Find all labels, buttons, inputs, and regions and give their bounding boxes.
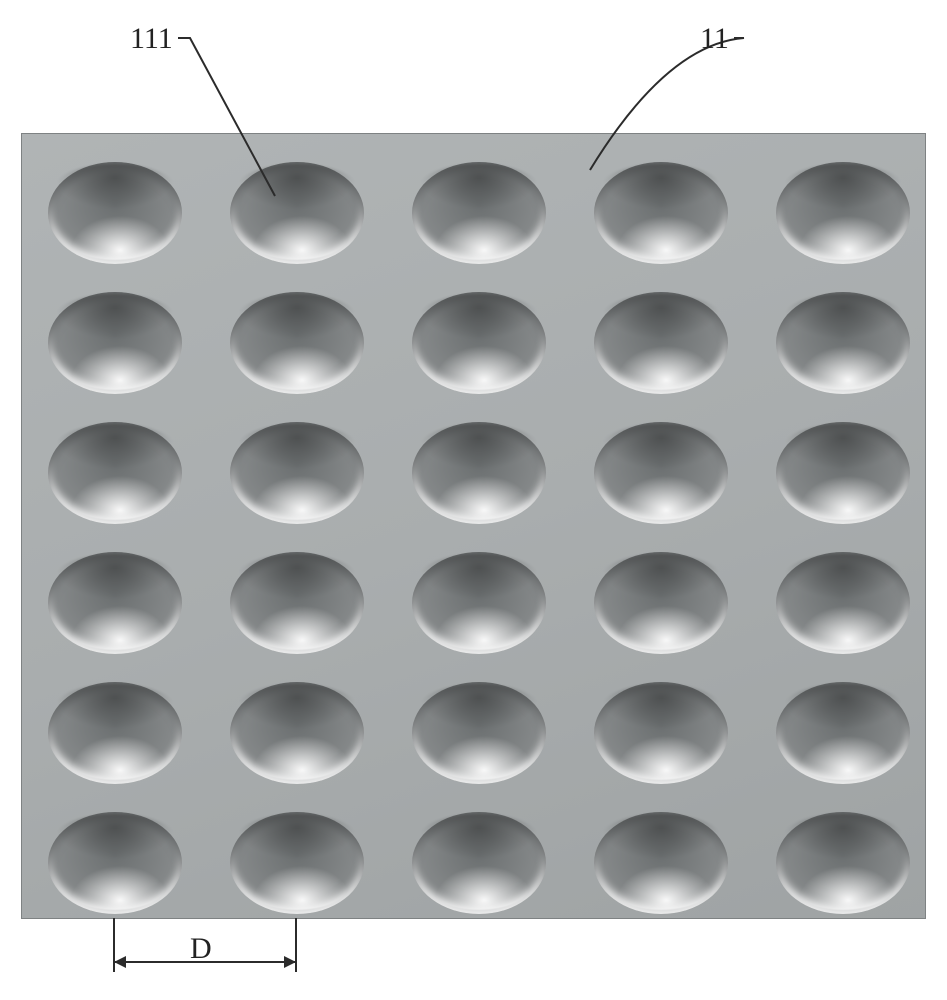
microwell (48, 552, 182, 654)
microwell (48, 162, 182, 264)
microwell (412, 422, 546, 524)
microwell (48, 422, 182, 524)
plate-surface (21, 133, 926, 919)
microwell (594, 162, 728, 264)
dimension-label-D: D (190, 932, 212, 966)
microwell (412, 162, 546, 264)
microwell (776, 422, 910, 524)
callout-label-111: 111 (130, 24, 173, 54)
microwell (48, 292, 182, 394)
microwell (230, 422, 364, 524)
microwell (48, 682, 182, 784)
microwell (776, 812, 910, 914)
microwell (230, 812, 364, 914)
microwell (594, 552, 728, 654)
microwell (230, 292, 364, 394)
microwell (594, 682, 728, 784)
microwell (594, 812, 728, 914)
microwell (412, 682, 546, 784)
microwell (776, 162, 910, 264)
microwell (412, 552, 546, 654)
microwell (594, 292, 728, 394)
microwell (776, 682, 910, 784)
microwell-plate (21, 133, 926, 919)
callout-label-11: 11 (700, 24, 729, 54)
microwell (594, 422, 728, 524)
microwell (48, 812, 182, 914)
microwell (776, 292, 910, 394)
microwell (776, 552, 910, 654)
figure-root: 111 11 D (0, 0, 947, 1000)
microwell (412, 812, 546, 914)
microwell (412, 292, 546, 394)
microwell (230, 682, 364, 784)
microwell (230, 552, 364, 654)
microwell (230, 162, 364, 264)
